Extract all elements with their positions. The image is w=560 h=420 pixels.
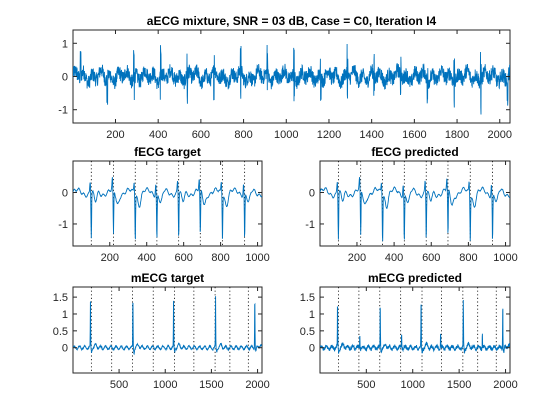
y-tick-label: 0 <box>309 187 315 199</box>
panel-title: mECG predicted <box>368 271 462 285</box>
panel-title: mECG target <box>131 271 204 285</box>
x-tick-label: 800 <box>459 252 477 264</box>
plot-area <box>319 286 511 374</box>
x-tick-label: 500 <box>110 379 128 391</box>
x-tick-label: 1200 <box>317 129 341 141</box>
x-tick-label: 200 <box>348 252 366 264</box>
y-tick-label: 0 <box>309 343 315 355</box>
x-tick-label: 600 <box>422 252 440 264</box>
panel-title: aECG mixture, SNR = 03 dB, Case = C0, It… <box>147 14 437 28</box>
x-tick-label: 200 <box>106 129 124 141</box>
signal-line <box>73 296 262 356</box>
panel-title: fECG predicted <box>371 145 458 159</box>
y-tick-label: 0 <box>62 187 68 199</box>
x-tick-label: 200 <box>101 252 119 264</box>
mecg-predicted-panel: 500 1000 1500 2000 0 0.5 1 1.5 mECG predicted <box>300 271 518 391</box>
fecg-target-panel: 200 400 600 800 1000 -1 0 fECG target <box>58 145 270 264</box>
x-tick-label: 600 <box>174 252 192 264</box>
x-tick-label: 1000 <box>400 379 424 391</box>
x-tick-label: 400 <box>138 252 156 264</box>
panel-title: fECG target <box>134 145 201 159</box>
signal-line <box>320 177 510 242</box>
x-tick-label: 1000 <box>245 252 269 264</box>
fecg-predicted-panel: 200 400 600 800 1000 -1 0 fECG predicted <box>305 145 518 264</box>
y-tick-label: -1 <box>58 219 68 231</box>
y-tick-label: 1 <box>309 309 315 321</box>
x-tick-label: 2000 <box>245 379 269 391</box>
aecg-mixture-panel: 200 400 600 800 1000 1200 1400 1600 1800 2000 -1 0 1… <box>58 14 512 141</box>
x-tick-label: 1600 <box>402 129 426 141</box>
y-tick-label: 0.5 <box>300 326 315 338</box>
x-tick-label: 1400 <box>359 129 383 141</box>
y-tick-label: -1 <box>305 219 315 231</box>
y-tick-label: 1 <box>62 38 68 50</box>
signal-line <box>73 177 262 240</box>
x-tick-label: 1500 <box>447 379 471 391</box>
y-tick-label: -1 <box>58 105 68 117</box>
y-tick-label: 1 <box>62 309 68 321</box>
plot-area <box>319 160 511 247</box>
mecg-target-panel: 500 1000 1500 2000 0 0.5 1 1.5 mECG target <box>53 271 270 391</box>
x-tick-label: 400 <box>385 252 403 264</box>
x-tick-label: 1000 <box>493 252 517 264</box>
y-tick-label: 0 <box>62 343 68 355</box>
x-tick-label: 1500 <box>199 379 223 391</box>
plot-area <box>72 160 263 247</box>
x-tick-label: 800 <box>211 252 229 264</box>
x-tick-label: 600 <box>192 129 210 141</box>
x-tick-label: 400 <box>149 129 167 141</box>
x-tick-label: 1000 <box>274 129 298 141</box>
x-tick-label: 2000 <box>488 129 512 141</box>
x-tick-label: 1000 <box>153 379 177 391</box>
signal-line <box>320 299 510 355</box>
plot-area <box>72 286 263 374</box>
y-tick-label: 0 <box>62 72 68 84</box>
x-tick-label: 1800 <box>445 129 469 141</box>
x-tick-label: 800 <box>234 129 252 141</box>
signal-line <box>73 43 510 115</box>
x-tick-label: 2000 <box>493 379 517 391</box>
y-tick-label: 1.5 <box>300 292 315 304</box>
y-tick-label: 1.5 <box>53 292 68 304</box>
y-tick-label: 0.5 <box>53 326 68 338</box>
x-tick-label: 500 <box>357 379 375 391</box>
